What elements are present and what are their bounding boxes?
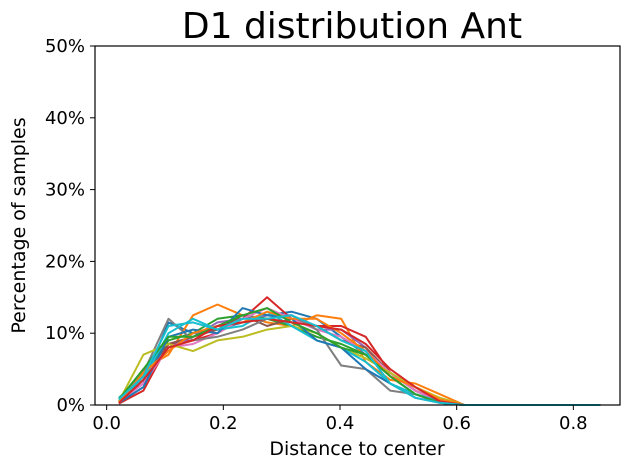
y-tick-label: 50% — [45, 36, 85, 57]
plot-lines — [118, 296, 601, 406]
y-axis: 0% 10% 20% 30% 40% 50% — [45, 36, 95, 416]
x-axis: 0.0 0.2 0.4 0.6 0.8 — [92, 405, 588, 434]
y-tick-label: 0% — [56, 395, 85, 416]
series-line-3 — [118, 314, 601, 406]
y-axis-label: Percentage of samples — [8, 117, 30, 333]
plot-frame — [94, 45, 621, 406]
y-tick-label: 30% — [45, 180, 85, 201]
series-line-8 — [118, 314, 601, 406]
series-line-5 — [118, 314, 601, 406]
series-line-10 — [118, 310, 601, 406]
y-tick-label: 20% — [45, 251, 85, 272]
x-tick-label: 0.6 — [442, 413, 471, 434]
series-line-15 — [118, 314, 601, 406]
y-tick-label: 10% — [45, 323, 85, 344]
y-tick-label: 40% — [45, 108, 85, 129]
x-axis-label: Distance to center — [269, 438, 445, 460]
x-tick-label: 0.2 — [209, 413, 238, 434]
x-tick-label: 0.4 — [326, 413, 355, 434]
series-line-6 — [118, 314, 601, 406]
x-tick-label: 0.8 — [559, 413, 588, 434]
x-tick-label: 0.0 — [92, 413, 121, 434]
chart-title: D1 distribution Ant — [182, 6, 522, 47]
